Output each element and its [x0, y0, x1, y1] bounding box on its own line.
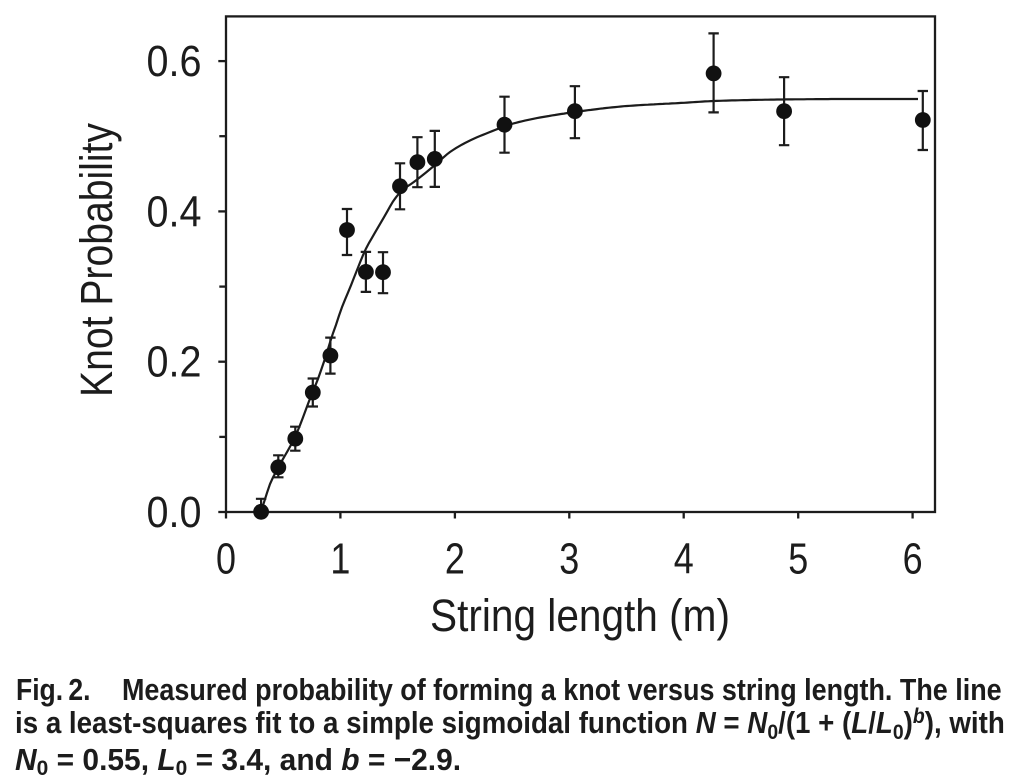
svg-text:3: 3: [559, 535, 579, 584]
svg-text:String length (m): String length (m): [430, 590, 730, 641]
svg-text:1: 1: [330, 535, 350, 584]
svg-text:0.0: 0.0: [147, 488, 202, 537]
svg-text:0.4: 0.4: [147, 187, 202, 236]
svg-text:6: 6: [903, 535, 923, 584]
svg-text:Knot Probability: Knot Probability: [71, 123, 122, 397]
svg-text:5: 5: [788, 535, 808, 584]
svg-text:0: 0: [216, 535, 236, 584]
svg-text:4: 4: [674, 535, 694, 584]
svg-text:0.2: 0.2: [147, 338, 202, 387]
svg-text:0.6: 0.6: [147, 37, 202, 86]
svg-text:2: 2: [445, 535, 465, 584]
